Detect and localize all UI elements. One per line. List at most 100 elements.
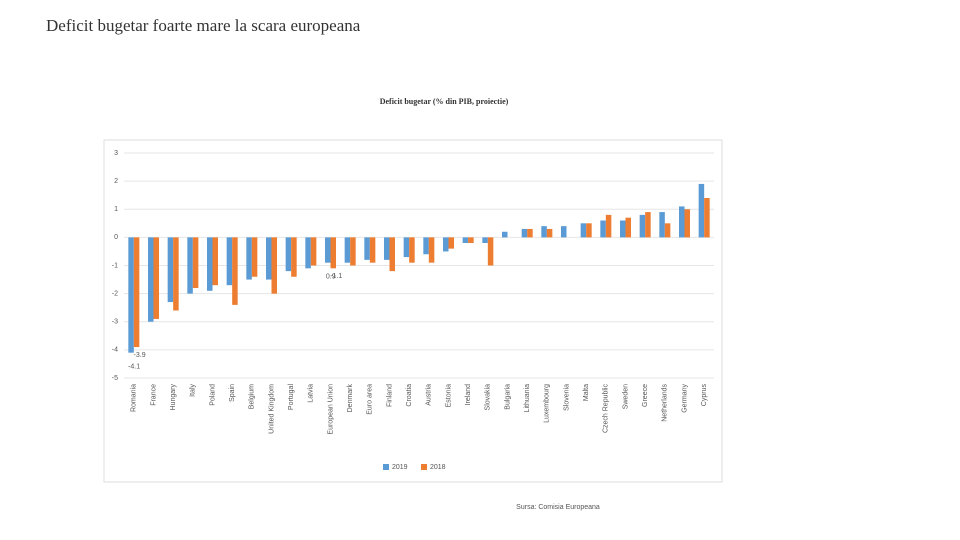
bar [271, 237, 278, 294]
bar [619, 220, 626, 238]
bar [580, 223, 587, 238]
x-tick-label: Spain [229, 384, 236, 402]
x-tick-label: Poland [209, 384, 216, 406]
bar [251, 237, 258, 277]
bar [428, 237, 435, 263]
x-tick-label: Germany [681, 384, 688, 413]
bar [659, 212, 665, 238]
bar [133, 237, 140, 348]
bar [383, 237, 390, 260]
bar [605, 214, 612, 238]
y-tick-label: 1 [114, 206, 118, 213]
data-label: -4.1 [128, 364, 140, 371]
x-tick-label: Austria [426, 384, 433, 406]
x-tick-label: Luxembourg [544, 384, 551, 423]
bar [173, 237, 179, 311]
bar [212, 237, 219, 286]
x-tick-label: Netherlands [662, 384, 669, 422]
bar [265, 237, 272, 280]
bar [487, 237, 494, 266]
y-tick-label: 3 [114, 150, 118, 157]
bar [501, 231, 508, 238]
y-tick-label: 2 [114, 178, 118, 185]
bar [291, 237, 297, 277]
x-tick-label: Malta [583, 384, 590, 401]
y-tick-label: -4 [112, 347, 118, 354]
bar [546, 228, 553, 238]
bar [527, 228, 533, 238]
x-tick-label: Italy [190, 384, 197, 397]
y-tick-label: -1 [112, 262, 118, 269]
y-tick-label: 0 [114, 234, 118, 241]
x-tick-label: Bulgaria [504, 384, 511, 410]
x-tick-label: Greece [642, 384, 649, 407]
chart-title: Deficit bugetar (% din PIB, proiectie) [380, 97, 509, 106]
bar [403, 237, 410, 258]
y-tick-label: -5 [112, 375, 118, 382]
bar [330, 237, 337, 269]
legend-swatch [421, 464, 427, 470]
bar [226, 237, 233, 286]
bar [423, 237, 429, 255]
bar [128, 237, 134, 353]
bar [482, 237, 488, 243]
x-tick-label: Lithuania [524, 384, 531, 413]
y-tick-label: -2 [112, 290, 118, 297]
bar [684, 209, 691, 238]
bar [285, 237, 292, 272]
bar [344, 237, 351, 263]
x-tick-label: Denmark [347, 384, 354, 413]
y-tick-label: -3 [112, 319, 118, 326]
slide-title: Deficit bugetar foarte mare la scara eur… [46, 16, 361, 35]
x-tick-label: Portugal [288, 384, 295, 411]
data-label: 0.9 [326, 274, 336, 281]
legend-label: 2018 [430, 464, 446, 471]
x-tick-label: Ireland [465, 384, 472, 406]
bar [147, 237, 154, 322]
bar [153, 237, 160, 319]
source: Sursa: Comisia Europeana [516, 504, 600, 511]
x-tick-label: Latvia [308, 384, 315, 403]
x-tick-label: European Union [327, 384, 334, 435]
x-tick-label: Slovenia [563, 384, 570, 411]
data-label: -1.1 [330, 273, 342, 280]
x-tick-label: Sweden [622, 384, 629, 409]
x-tick-label: Czech Republic [603, 384, 610, 434]
bar [305, 237, 311, 269]
bar [468, 237, 474, 243]
x-tick-label: Euro area [367, 384, 374, 415]
bar [448, 237, 455, 249]
bar [698, 183, 705, 238]
legend-swatch [383, 464, 389, 470]
bar [560, 226, 567, 238]
bar [600, 220, 606, 238]
bar [324, 237, 331, 263]
x-tick-label: Belgium [249, 384, 256, 409]
x-tick-label: France [150, 384, 157, 406]
bar [678, 206, 685, 238]
bar [521, 228, 528, 238]
x-tick-label: Romania [131, 384, 138, 412]
bar [310, 237, 317, 266]
bar [541, 226, 547, 238]
x-tick-label: United Kingdom [268, 384, 275, 434]
bar [704, 198, 710, 238]
bar [246, 237, 252, 280]
x-tick-label: Finland [386, 384, 393, 407]
x-tick-label: Cyprus [701, 384, 708, 407]
x-tick-label: Slovakia [485, 384, 492, 411]
bar [187, 237, 193, 294]
bar [586, 223, 592, 238]
legend-label: 2019 [392, 464, 408, 471]
bar [389, 237, 396, 272]
data-label: -3.9 [134, 352, 146, 359]
bar [625, 217, 632, 238]
bar [645, 212, 651, 238]
bar [442, 237, 449, 252]
bar [409, 237, 415, 263]
bar [462, 237, 469, 243]
bar [192, 237, 199, 288]
bar [350, 237, 356, 266]
bar [206, 237, 213, 291]
